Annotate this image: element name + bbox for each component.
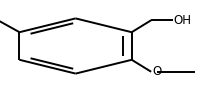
Text: O: O — [152, 65, 162, 78]
Text: OH: OH — [174, 14, 192, 27]
